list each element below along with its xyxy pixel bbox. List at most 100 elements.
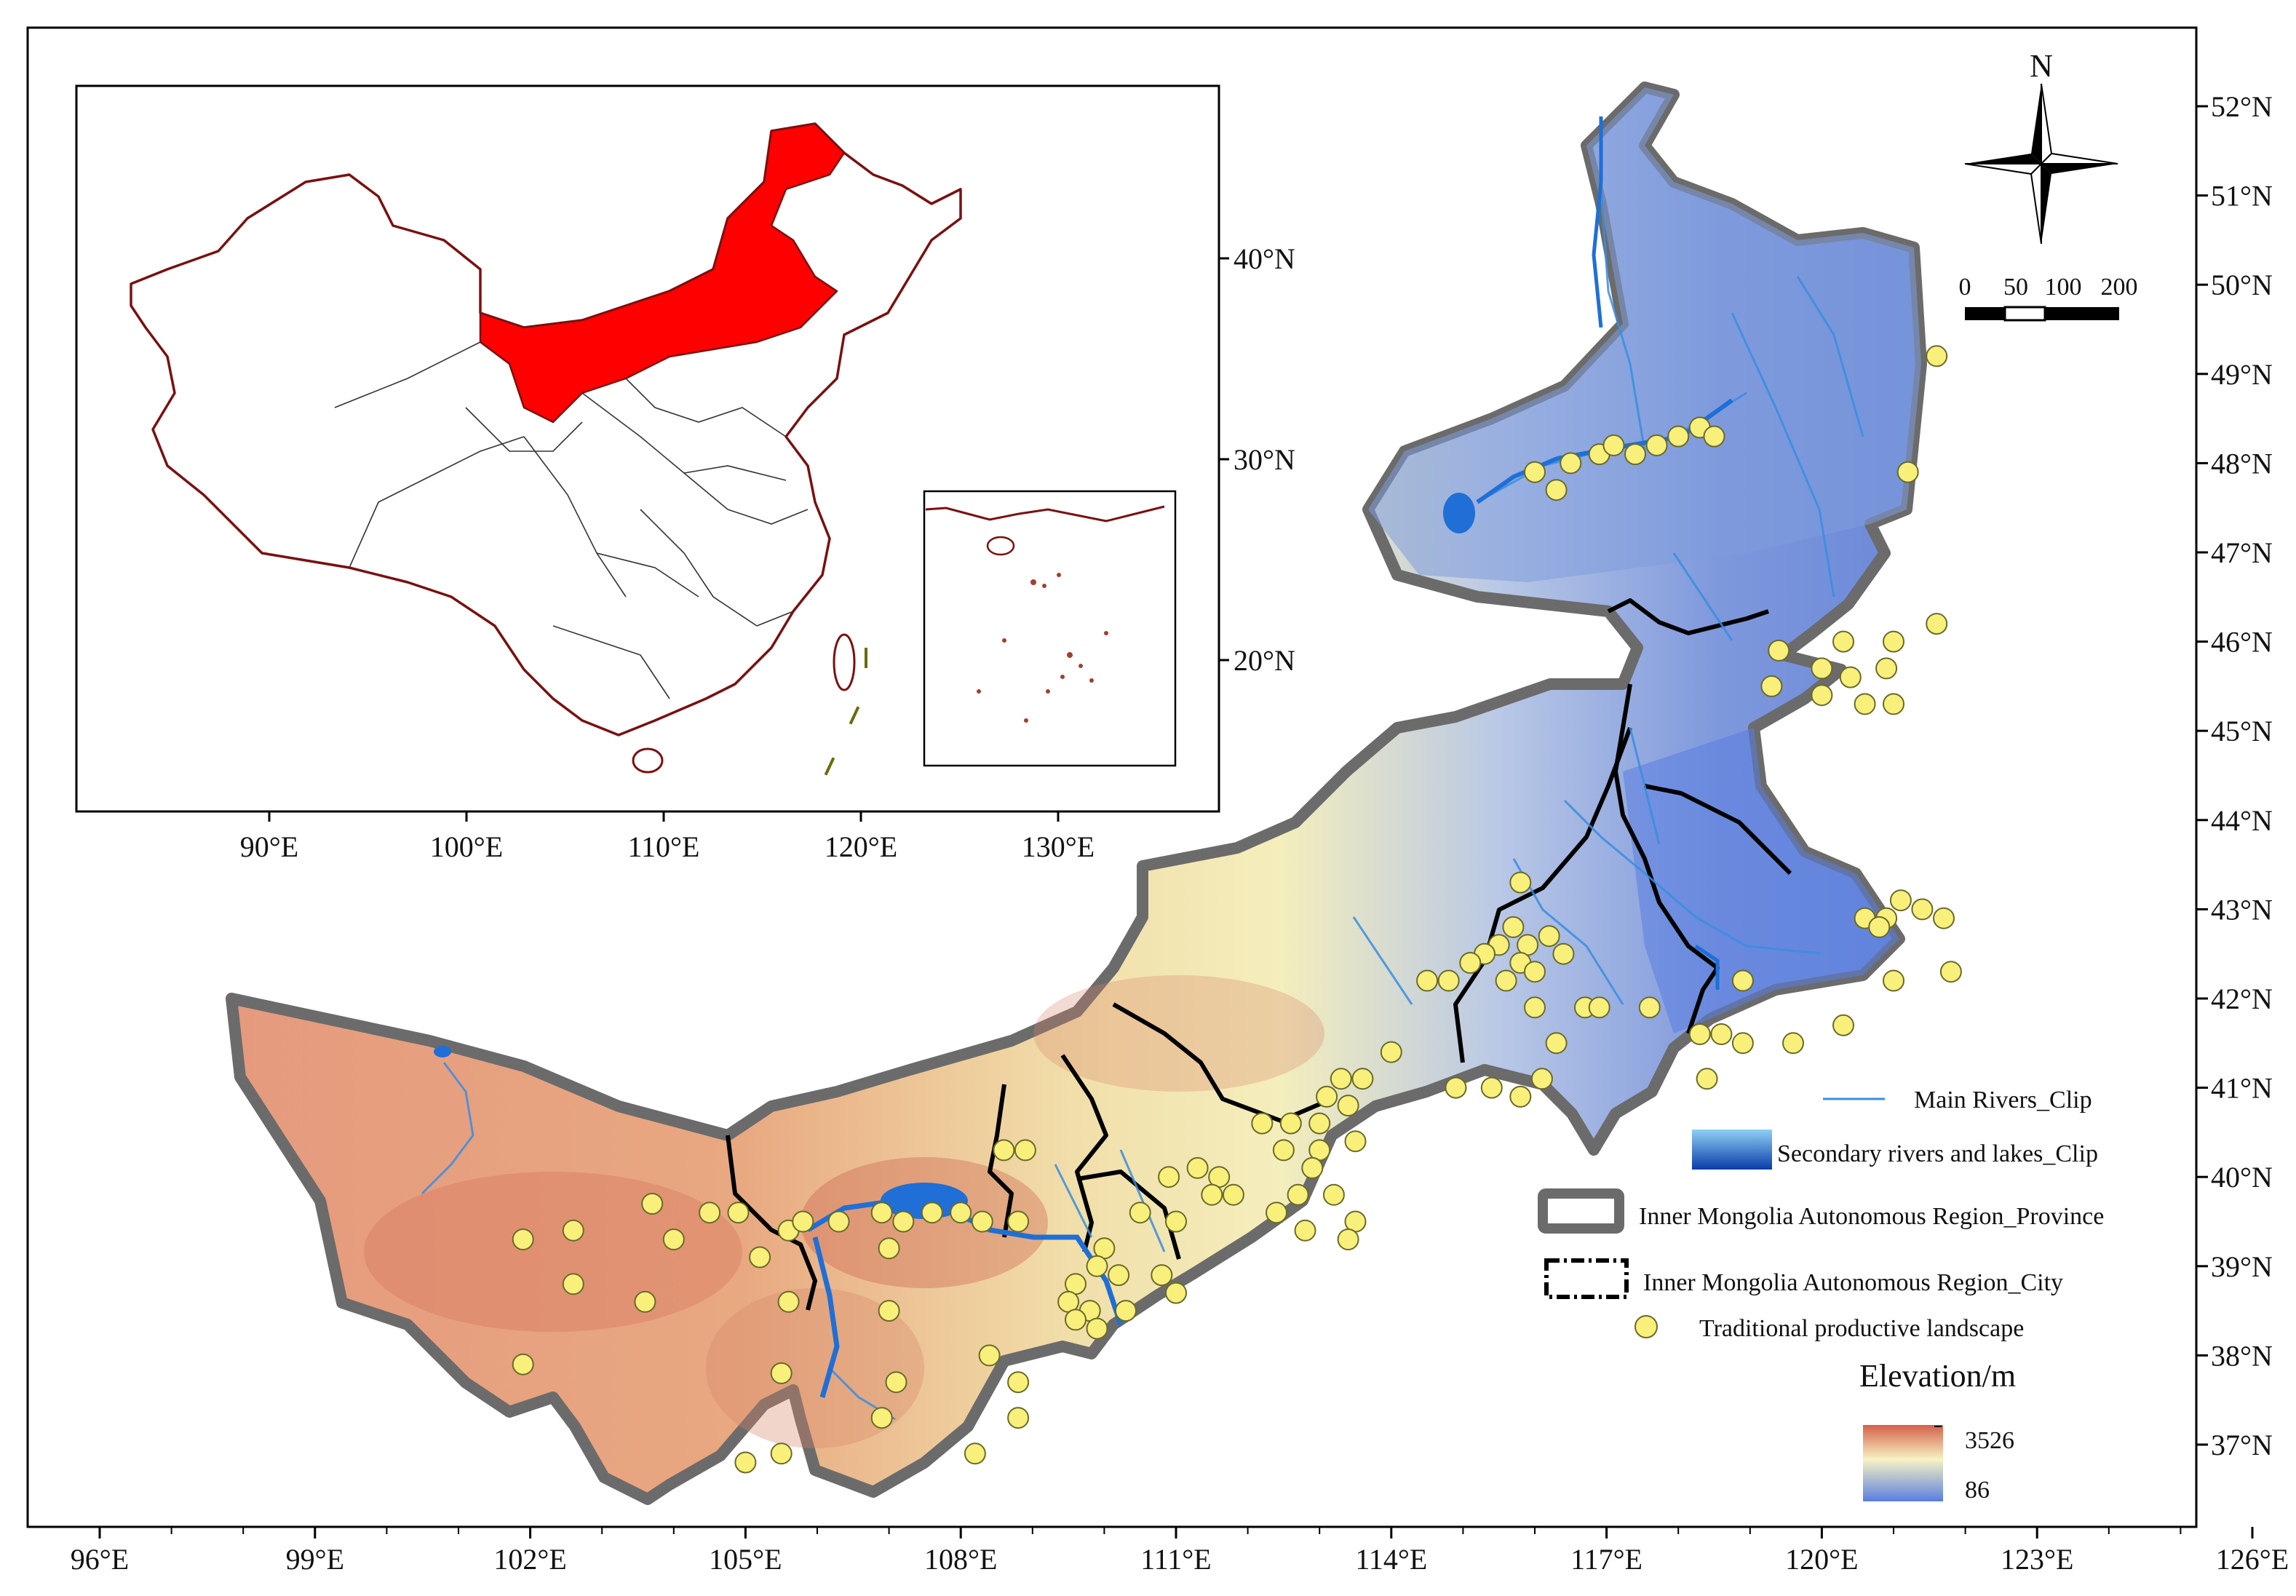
lon-tick-label: 123°E [2001, 1543, 2073, 1576]
landscape-point [777, 1290, 800, 1313]
lakes [434, 493, 1475, 1219]
landscape-point [1316, 1085, 1338, 1108]
river-line [1600, 188, 1646, 452]
scale-label: 200 [2101, 274, 2138, 301]
landscape-point [885, 1371, 907, 1394]
lat-tick-label: 43°N [2211, 893, 2273, 926]
landscape-point [971, 1210, 993, 1233]
landscape-point [1509, 871, 1532, 894]
landscape-point [950, 1202, 972, 1224]
landscape-point [1926, 613, 1948, 635]
scale-label: 0 [1959, 274, 1971, 301]
north-arrow-needle [2039, 152, 2118, 164]
province-border-line [683, 465, 787, 481]
lat-tick-label: 42°N [2211, 982, 2273, 1015]
scale-segment [1965, 307, 2005, 320]
landscape-point [1308, 1112, 1331, 1135]
inset-map [75, 84, 1220, 813]
province-border-line [552, 625, 670, 699]
sea-island [1104, 631, 1108, 635]
sea-island [1089, 678, 1094, 683]
province-border-line [334, 341, 481, 408]
north-arrow-needle [2041, 164, 2118, 174]
city-border-line [1453, 726, 1632, 1063]
landscape-point [512, 1228, 534, 1250]
lon-tick-label: 111°E [1140, 1543, 1211, 1576]
high-elevation-west [364, 1172, 742, 1332]
province-border-line [640, 509, 758, 627]
landscape-point [1437, 969, 1460, 992]
island-dash [849, 706, 860, 725]
landscape-point [1186, 1156, 1209, 1179]
lat-tick-label: 41°N [2211, 1072, 2273, 1105]
landscape-point [1545, 479, 1568, 501]
legend-label-province: Inner Mongolia Autonomous Region_Provinc… [1639, 1203, 2104, 1230]
lat-tick-label: 45°N [2211, 715, 2273, 747]
landscape-point [1065, 1309, 1087, 1331]
landscape-point [964, 1442, 986, 1465]
landscape-point [1645, 434, 1668, 456]
landscape-point [870, 1407, 893, 1429]
landscape-point [1875, 657, 1898, 680]
inset-lat-tick-label: 30°N [1234, 443, 1295, 476]
landscape-point [1279, 1112, 1302, 1135]
landscape-point [1129, 1202, 1151, 1224]
landscape-point [1696, 1068, 1718, 1090]
province-border-line [596, 552, 699, 597]
lon-tick-label: 120°E [1785, 1543, 1858, 1576]
landscape-point [734, 1451, 757, 1474]
landscape-point [1832, 1014, 1854, 1036]
landscape-point [1251, 1112, 1274, 1135]
landscape-point [641, 1193, 664, 1215]
scale-label: 50 [2003, 274, 2028, 301]
landscape-point [1538, 925, 1560, 948]
landscape-point [749, 1246, 771, 1269]
province-border-line [581, 392, 728, 510]
river-line [1563, 799, 1820, 955]
legend-elevation-min: 86 [1965, 1477, 1990, 1504]
landscape-point [1086, 1255, 1108, 1277]
landscape-point [699, 1202, 721, 1224]
inset-lon-tick-label: 110°E [628, 830, 700, 863]
landscape-point [1459, 952, 1482, 974]
lat-tick-label: 50°N [2211, 269, 2273, 301]
landscape-point [1588, 996, 1610, 1019]
landscape-point [827, 1210, 850, 1233]
landscape-point [1883, 630, 1904, 653]
lat-tick-label: 40°N [2211, 1161, 2273, 1194]
legend-elevation-max: 3526 [1965, 1427, 2014, 1454]
landscape-point [1007, 1407, 1030, 1429]
landscape-point [1416, 969, 1439, 992]
sea-island [1060, 675, 1065, 679]
landscape-point [1007, 1371, 1030, 1394]
city-border-line [988, 1084, 1014, 1238]
landscape-point [1703, 425, 1725, 448]
landscape-point [562, 1219, 584, 1242]
inner-mongolia-region [226, 82, 1927, 1505]
north-arrow-needle [1964, 163, 2043, 175]
landscape-point [634, 1290, 656, 1313]
yellow-river [812, 1236, 840, 1398]
legend-label-city: Inner Mongolia Autonomous Region_City [1643, 1269, 2063, 1296]
island-dash [865, 648, 867, 668]
inset-lon-tick-label: 120°E [825, 830, 897, 863]
landscape-point [1330, 1068, 1352, 1090]
lon-tick-label: 108°E [924, 1543, 997, 1576]
inset-lon-tick-label: 100°E [430, 830, 503, 863]
province-border-line [756, 611, 794, 627]
inset-latitude-axis: 40°N 30°N 20°N [1219, 242, 1295, 677]
inset-lat-tick-label: 40°N [1234, 242, 1295, 275]
city-border-line [1644, 784, 1792, 876]
sea-island [1030, 579, 1036, 585]
landscape-point [1524, 461, 1546, 483]
scale-segment [2003, 306, 2046, 322]
lat-tick-label: 49°N [2211, 358, 2273, 391]
latitude-axis: 37°N 38°N 39°N 40°N 41°N 42°N 43°N 44°N 45°N 46°N… [2196, 90, 2273, 1461]
high-elevation-center [801, 1157, 1048, 1288]
landscape-points [512, 345, 1962, 1474]
lake-juyan [434, 1046, 451, 1057]
landscape-point [1939, 961, 1962, 983]
province-border-line [349, 436, 525, 568]
lon-tick-label: 96°E [71, 1543, 129, 1576]
